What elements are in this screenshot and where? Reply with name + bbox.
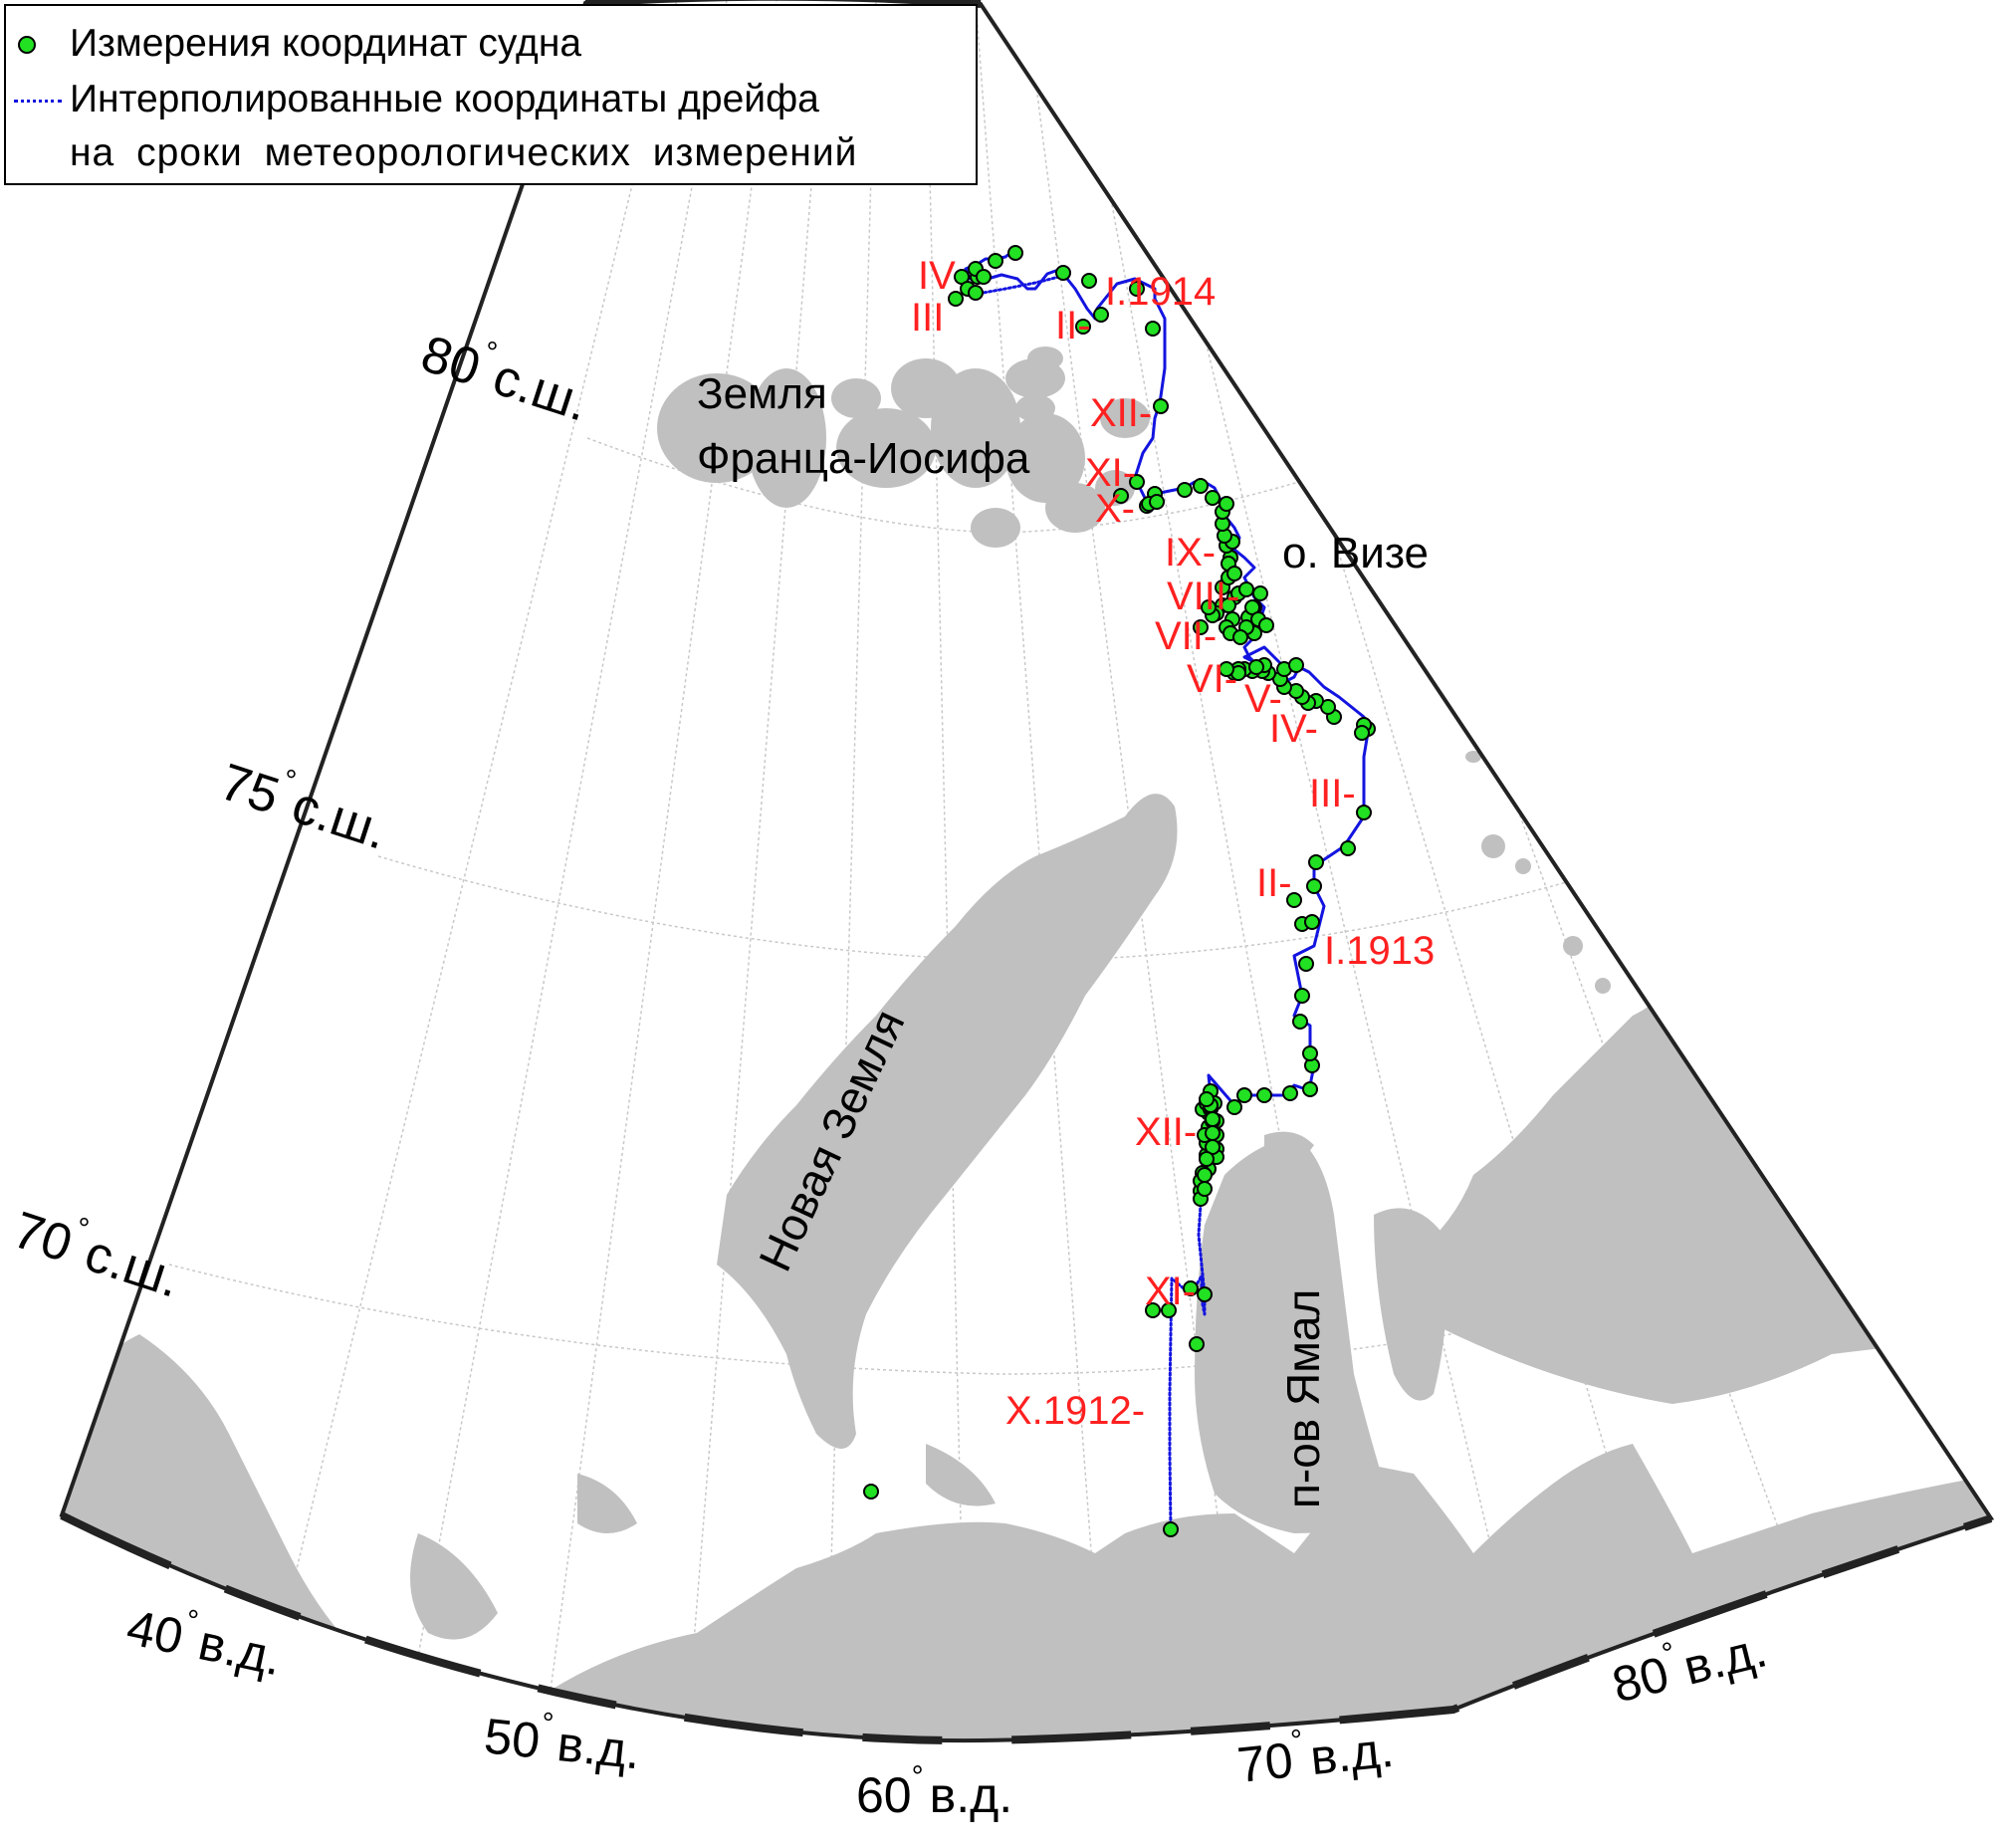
legend-interp-line2: на сроки метеорологических измерений bbox=[70, 131, 858, 174]
month-label: VI- bbox=[1187, 657, 1237, 701]
place-franz-josef-1: Земля bbox=[697, 369, 827, 418]
month-label: I.1913 bbox=[1324, 929, 1435, 973]
month-label: X- bbox=[1095, 487, 1135, 531]
lat-label-70: 70°с.ш. bbox=[6, 1194, 189, 1309]
month-label: III- bbox=[1309, 772, 1356, 815]
yamal-peninsula bbox=[1195, 1135, 1394, 1533]
month-label: I.1914 bbox=[1105, 270, 1216, 314]
month-label: XI- bbox=[1145, 1270, 1196, 1313]
interpolated-track-north bbox=[976, 275, 1061, 296]
legend: Измерения координат судна Интерполирован… bbox=[4, 4, 978, 185]
month-label: IV- bbox=[1269, 707, 1318, 751]
map-outline-top bbox=[584, 0, 982, 8]
legend-measured-label: Измерения координат судна bbox=[70, 22, 582, 65]
month-label: VIII- bbox=[1167, 575, 1239, 618]
month-label: VII- bbox=[1155, 614, 1217, 658]
lon-label-70: 70°в.д. bbox=[1234, 1715, 1397, 1793]
map-outline-bottom bbox=[60, 1511, 1993, 1745]
month-label: II- bbox=[1256, 861, 1292, 905]
place-yamal: п-ов Ямал bbox=[1277, 1289, 1329, 1508]
lon-label-50: 50°в.д. bbox=[482, 1701, 644, 1779]
place-franz-josef-2: Франца-Иосифа bbox=[697, 434, 1030, 483]
place-vize: о. Визе bbox=[1282, 529, 1429, 578]
mainland-coast bbox=[498, 1444, 1991, 1741]
month-label: V- bbox=[1244, 677, 1282, 721]
measured-track-1 bbox=[964, 247, 1371, 1147]
legend-point-marker bbox=[18, 36, 36, 54]
month-label: IX- bbox=[1165, 531, 1216, 575]
novaya-zemlya bbox=[717, 794, 1178, 1449]
kola-coast bbox=[62, 1334, 358, 1693]
legend-dotted-line bbox=[14, 100, 62, 103]
month-label: XII- bbox=[1090, 391, 1152, 435]
lon-label-60: 60° в.д. bbox=[856, 1760, 1012, 1823]
measured-positions bbox=[863, 245, 1376, 1537]
month-label: II- bbox=[1055, 304, 1091, 347]
month-label: III bbox=[911, 296, 944, 340]
legend-interp-line1: Интерполированные координаты дрейфа bbox=[70, 78, 819, 120]
month-label: XI- bbox=[1085, 451, 1136, 495]
month-label: IV bbox=[918, 254, 956, 298]
month-label: X.1912- bbox=[1005, 1389, 1145, 1433]
month-labels: X.1912- XI- XII- I.1913 II- III- IV- V- … bbox=[911, 254, 1435, 1433]
month-label: XII- bbox=[1135, 1110, 1197, 1154]
